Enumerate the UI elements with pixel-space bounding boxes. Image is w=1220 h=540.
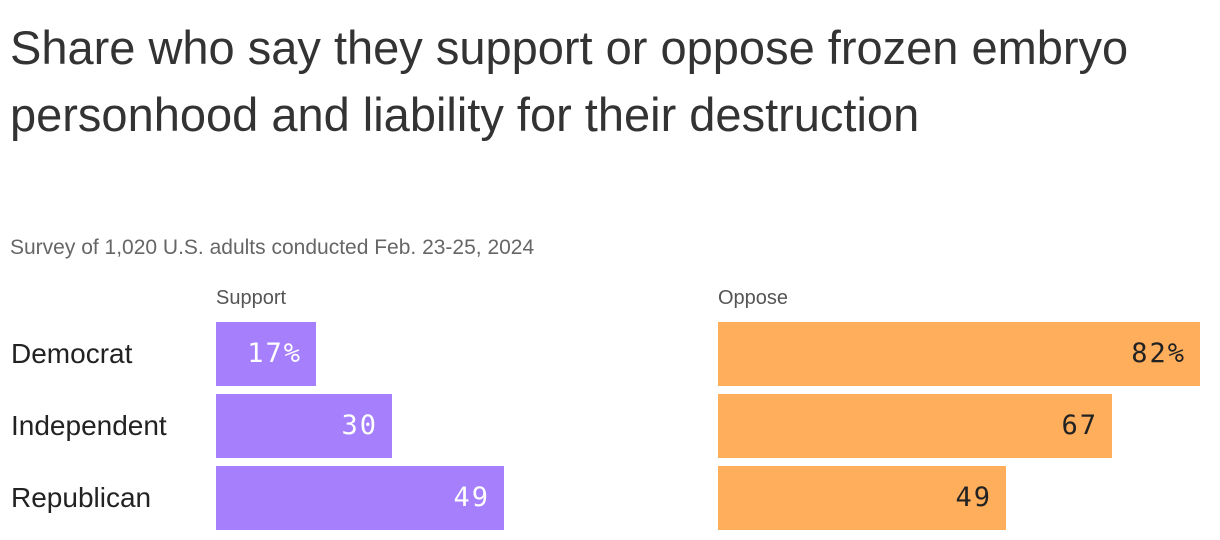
panel-label-oppose: Oppose — [718, 287, 789, 309]
chart-title: Share who say they support or oppose fro… — [10, 21, 1129, 141]
bar-oppose-republican — [718, 466, 1006, 530]
panel-label-support: Support — [216, 287, 287, 309]
bar-oppose-independent — [718, 394, 1112, 458]
category-label-independent: Independent — [11, 410, 167, 441]
data-label-support-democrat: 17% — [247, 338, 302, 369]
category-label-democrat: Democrat — [11, 338, 133, 369]
bar-oppose-democrat — [718, 322, 1200, 386]
bar-support-republican — [216, 466, 504, 530]
category-label-republican: Republican — [11, 482, 152, 513]
data-label-oppose-democrat: 82% — [1131, 338, 1186, 369]
bar-support-democrat — [216, 322, 316, 386]
data-label-oppose-independent: 67 — [1061, 410, 1098, 441]
bar-support-independent — [216, 394, 392, 458]
chart-subtitle: Survey of 1,020 U.S. adults conducted Fe… — [10, 236, 535, 259]
data-label-support-republican: 49 — [453, 482, 490, 513]
data-label-oppose-republican: 49 — [955, 482, 992, 513]
data-label-support-independent: 30 — [341, 410, 378, 441]
